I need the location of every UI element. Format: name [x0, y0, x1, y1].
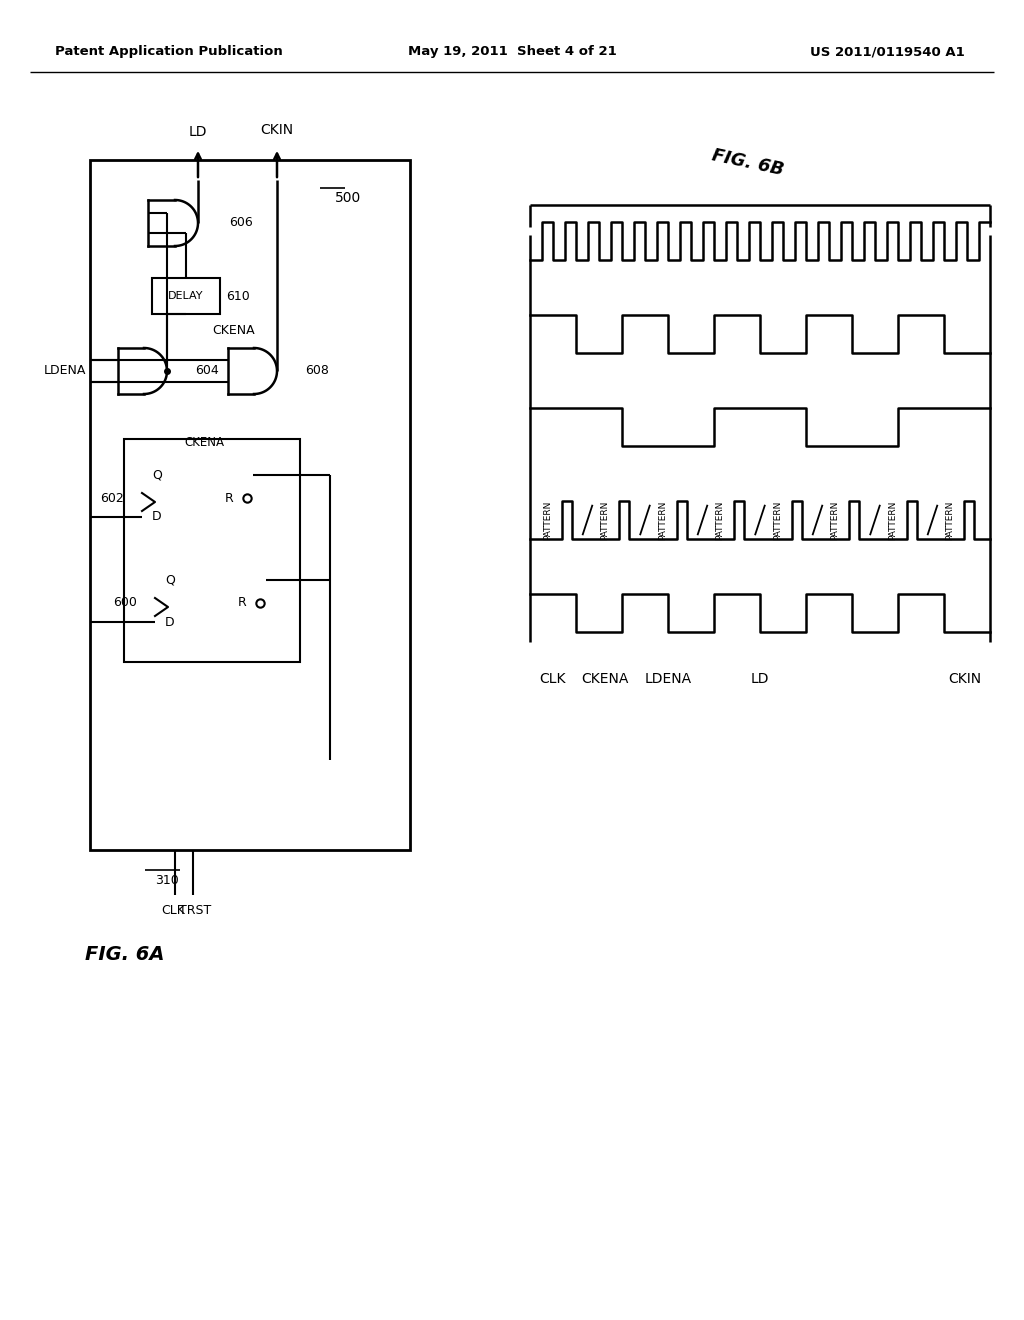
Text: LDENA: LDENA: [44, 364, 86, 378]
Text: 500: 500: [335, 191, 361, 205]
Text: PATTERN: PATTERN: [715, 500, 724, 540]
Text: R: R: [238, 597, 247, 610]
Text: 606: 606: [229, 216, 253, 230]
Text: 604: 604: [195, 364, 219, 378]
Text: D: D: [152, 511, 162, 524]
Text: DELAY: DELAY: [168, 290, 204, 301]
Text: PATTERN: PATTERN: [543, 500, 552, 540]
Text: US 2011/0119540 A1: US 2011/0119540 A1: [810, 45, 965, 58]
Text: 602: 602: [100, 491, 124, 504]
Text: CLK: CLK: [539, 672, 565, 686]
Text: 600: 600: [113, 597, 137, 610]
Text: 610: 610: [226, 289, 250, 302]
Bar: [142, 457, 247, 539]
Bar: [152, 279, 220, 314]
Text: CKENA: CKENA: [213, 323, 255, 337]
Text: CKENA: CKENA: [184, 437, 224, 450]
Text: PATTERN: PATTERN: [945, 500, 954, 540]
Bar: [155, 562, 260, 644]
Text: Patent Application Publication: Patent Application Publication: [55, 45, 283, 58]
Text: LD: LD: [751, 672, 769, 686]
Text: May 19, 2011  Sheet 4 of 21: May 19, 2011 Sheet 4 of 21: [408, 45, 616, 58]
Text: PATTERN: PATTERN: [657, 500, 667, 540]
Text: LD: LD: [188, 125, 207, 139]
Text: FIG. 6A: FIG. 6A: [85, 945, 165, 965]
Text: Q: Q: [152, 469, 162, 482]
Text: D: D: [165, 615, 175, 628]
Text: 310: 310: [155, 874, 179, 887]
Text: R: R: [225, 491, 233, 504]
Text: PATTERN: PATTERN: [773, 500, 781, 540]
Text: PATTERN: PATTERN: [830, 500, 840, 540]
Text: LDENA: LDENA: [644, 672, 691, 686]
Text: PATTERN: PATTERN: [888, 500, 897, 540]
Text: CKIN: CKIN: [260, 123, 294, 137]
Text: CLK: CLK: [161, 903, 185, 916]
Text: FIG. 6B: FIG. 6B: [711, 147, 785, 180]
Bar: [124, 440, 300, 663]
Text: 608: 608: [305, 364, 329, 378]
Text: TRST: TRST: [179, 903, 211, 916]
Text: PATTERN: PATTERN: [600, 500, 609, 540]
Text: Q: Q: [165, 573, 175, 586]
Text: CKENA: CKENA: [582, 672, 629, 686]
Text: CKIN: CKIN: [948, 672, 982, 686]
Bar: [90, 160, 410, 850]
